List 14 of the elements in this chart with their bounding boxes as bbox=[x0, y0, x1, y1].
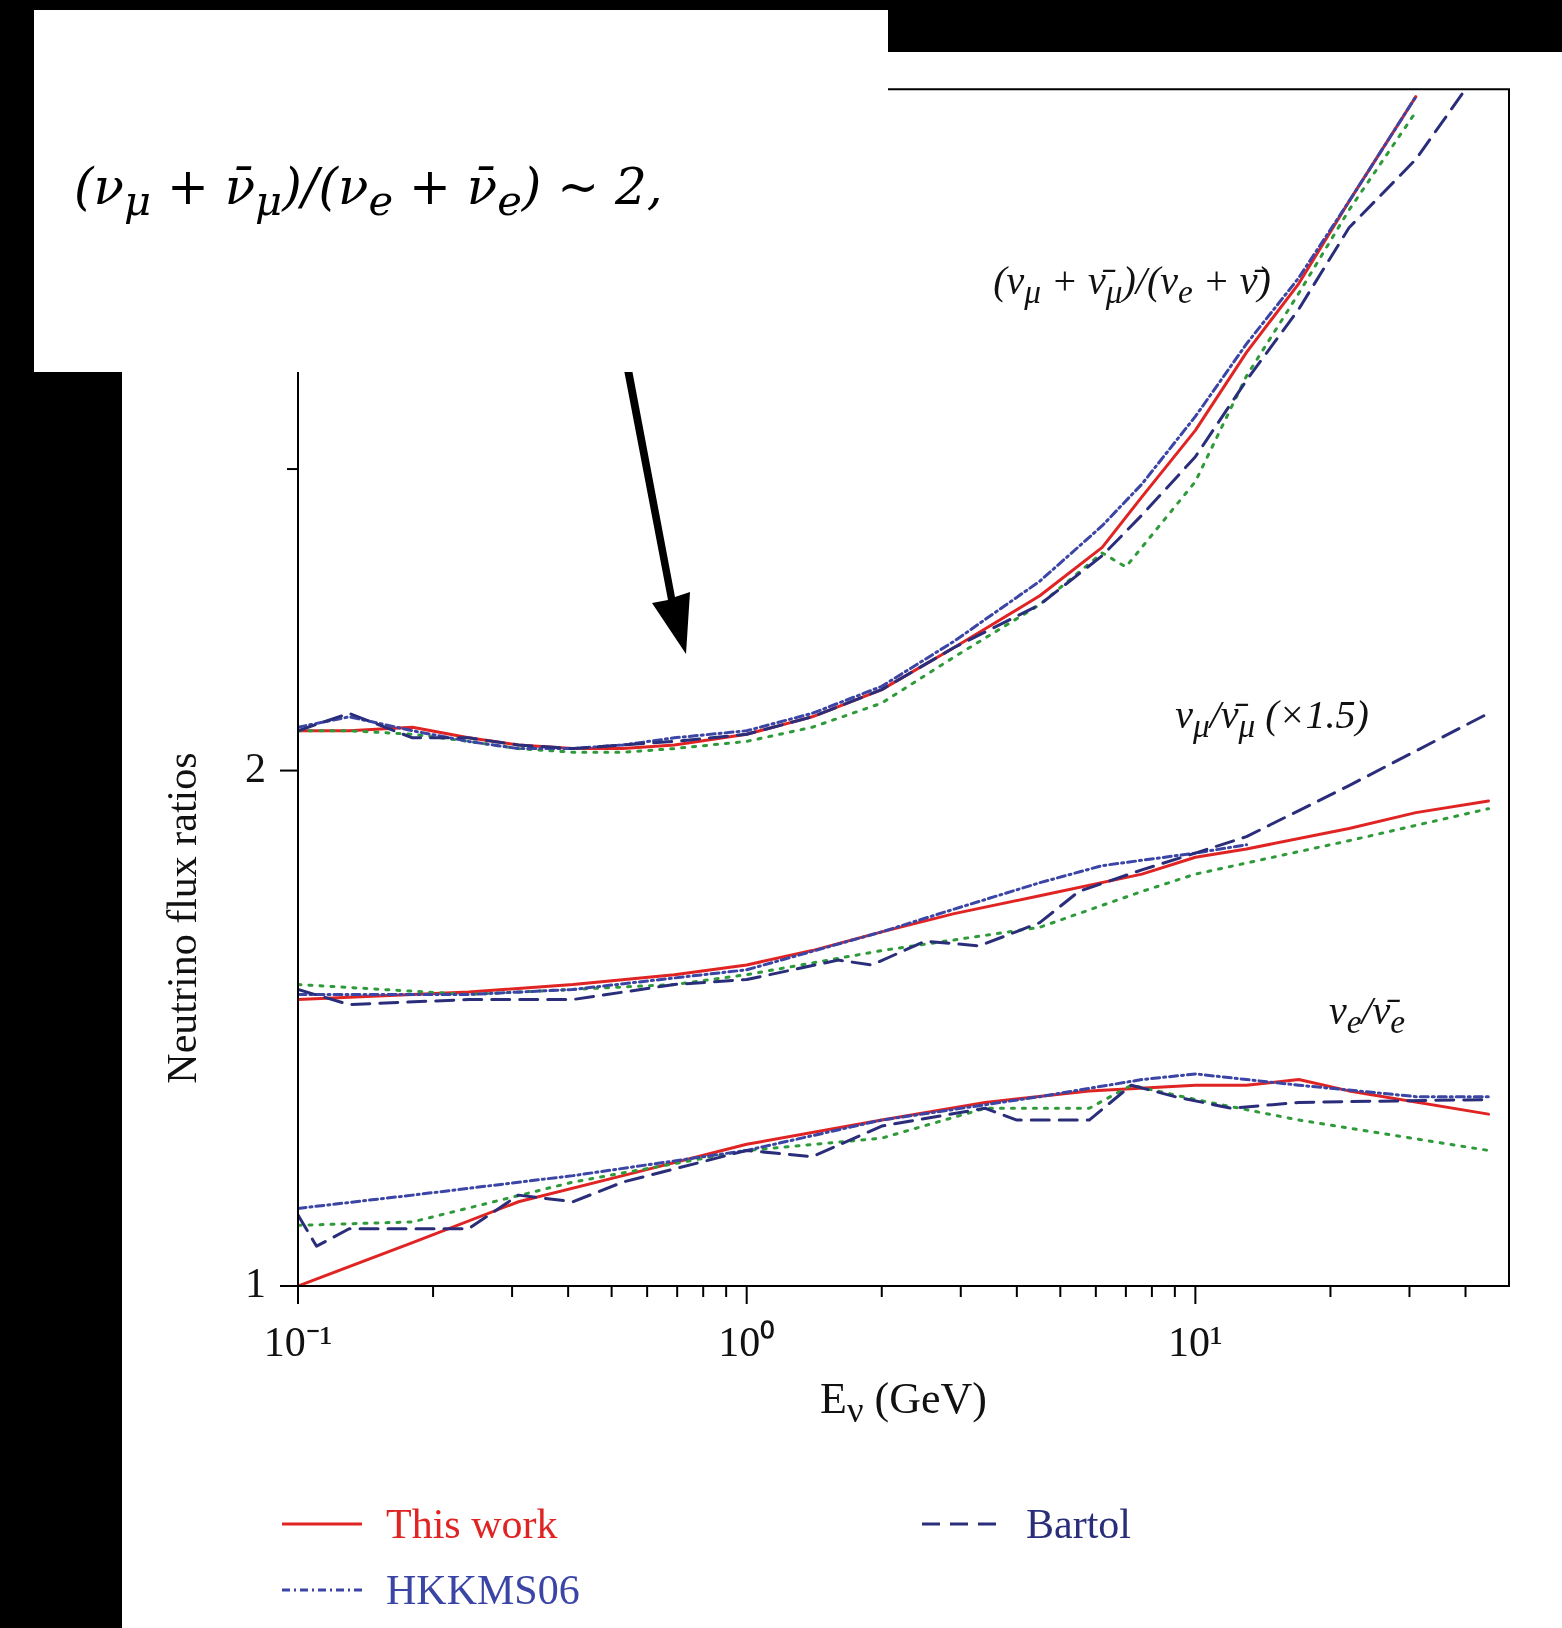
legend-label: Bartol bbox=[1026, 1500, 1131, 1548]
y-axis-title: Neutrino flux ratios bbox=[158, 751, 206, 1084]
legend-label: This work bbox=[386, 1500, 558, 1548]
annotation: ν$_{e}$/ν̄$_{e}$ bbox=[1328, 987, 1406, 1041]
x-axis-title: E$_{ν}$ (GeV) bbox=[820, 1372, 987, 1432]
x-tick-label: 10⁻¹ bbox=[263, 1319, 333, 1366]
annotation: ν$_{μ}$/ν̄$_{μ}$ (×1.5) bbox=[1175, 691, 1369, 745]
x-tick-label: 10⁰ bbox=[718, 1319, 776, 1366]
x-tick-label: 10¹ bbox=[1168, 1319, 1223, 1366]
annotation: (ν$_{μ}$ + ν̄$_{μ}$)/(ν$_{e}$ + ν̄) bbox=[993, 257, 1271, 311]
text-box: (ν$_{μ}$ + ν̄$_{μ}$)/(ν$_{e}$ + ν̄$_{e}$) ~ 2, bbox=[34, 10, 888, 372]
y-tick-label: 1 bbox=[245, 1260, 266, 1307]
legend-label: HKKMS06 bbox=[386, 1566, 580, 1614]
y-tick-label: 2 bbox=[245, 744, 266, 791]
